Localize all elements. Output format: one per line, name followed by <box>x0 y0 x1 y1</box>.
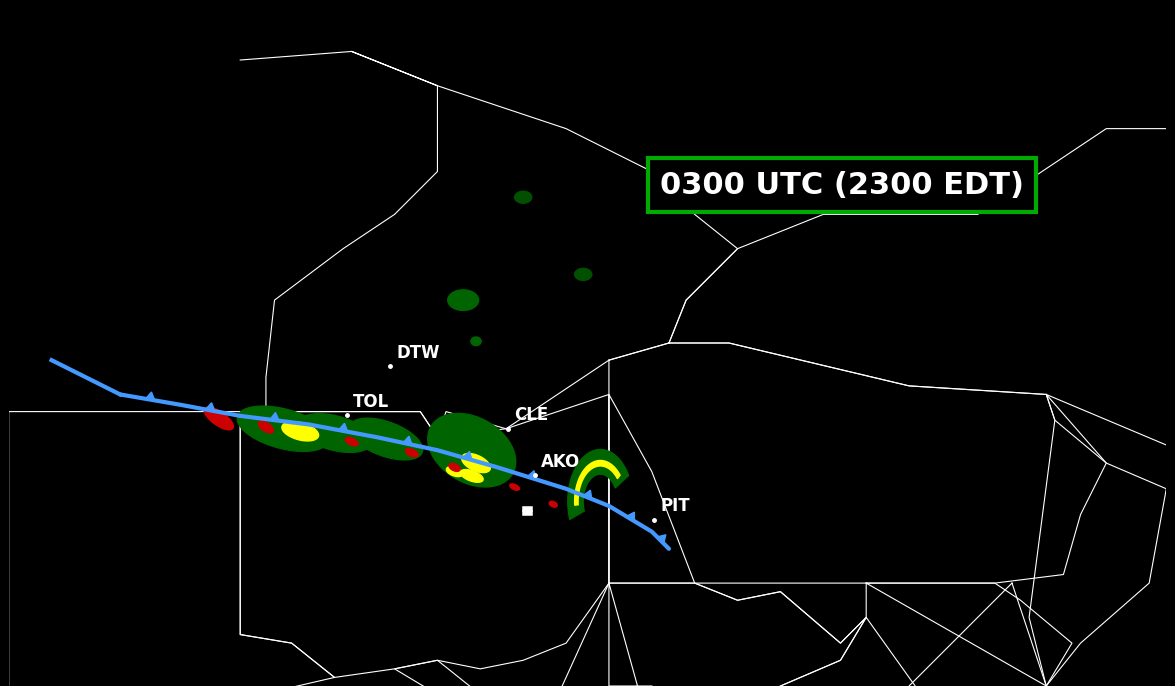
Polygon shape <box>449 463 461 471</box>
Polygon shape <box>462 453 490 473</box>
Polygon shape <box>282 422 318 441</box>
Polygon shape <box>515 191 532 203</box>
Polygon shape <box>338 423 348 431</box>
Polygon shape <box>428 414 516 487</box>
Polygon shape <box>206 403 215 411</box>
Polygon shape <box>575 268 592 281</box>
Polygon shape <box>237 406 329 451</box>
Text: TOL: TOL <box>352 393 389 411</box>
Polygon shape <box>270 412 280 421</box>
Polygon shape <box>349 418 423 460</box>
Text: 0300 UTC (2300 EDT): 0300 UTC (2300 EDT) <box>660 171 1025 200</box>
Polygon shape <box>461 470 483 482</box>
Text: PIT: PIT <box>660 497 690 515</box>
Polygon shape <box>204 407 234 430</box>
Polygon shape <box>528 471 536 480</box>
Polygon shape <box>568 449 629 519</box>
Polygon shape <box>657 535 666 543</box>
Polygon shape <box>446 466 463 477</box>
Polygon shape <box>471 337 482 346</box>
Polygon shape <box>626 512 635 521</box>
Polygon shape <box>345 438 358 446</box>
Text: AKO: AKO <box>542 453 580 471</box>
Polygon shape <box>258 421 274 433</box>
Polygon shape <box>146 392 155 401</box>
Polygon shape <box>575 460 620 505</box>
Polygon shape <box>405 449 418 457</box>
Polygon shape <box>510 484 519 490</box>
Text: CLE: CLE <box>513 407 548 425</box>
Polygon shape <box>549 501 557 507</box>
Polygon shape <box>297 414 372 452</box>
Polygon shape <box>403 436 412 445</box>
Polygon shape <box>448 290 478 310</box>
Polygon shape <box>583 490 592 499</box>
Polygon shape <box>463 451 472 460</box>
Text: DTW: DTW <box>396 344 439 362</box>
